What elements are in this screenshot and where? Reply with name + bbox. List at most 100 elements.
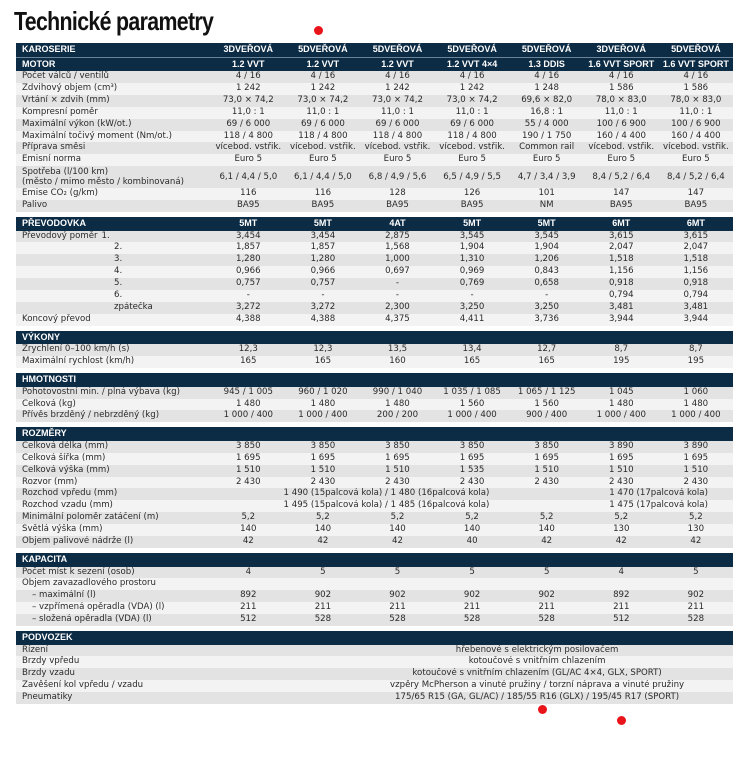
- cell-value: 1,206: [509, 254, 584, 267]
- cell-value: Euro 5: [211, 154, 286, 167]
- cell-value: 1 510: [509, 464, 584, 477]
- cell-value: 147: [583, 188, 659, 201]
- row-label: Celková výška (mm): [16, 464, 211, 477]
- cell-value: 211: [360, 602, 435, 615]
- section-header-value: [211, 373, 286, 387]
- cell-value: 3,615: [658, 230, 734, 243]
- cell-value: 1 510: [583, 464, 659, 477]
- cell-value: Euro 5: [509, 154, 584, 167]
- cell-value: vícebod. vstřik.: [360, 142, 435, 155]
- row-label: 4.: [16, 266, 211, 279]
- empty-cell: [434, 578, 510, 591]
- spec-row-consumption: Spotřeba (l/100 km) (město / mimo město /…: [16, 166, 734, 189]
- cell-value: vícebod. vstřik.: [211, 142, 286, 155]
- cell-value: 73,0 × 74,2: [360, 94, 435, 107]
- cell-value: Euro 5: [360, 154, 435, 167]
- section-header-value: [583, 330, 659, 345]
- cell-value: 5,2: [211, 512, 286, 525]
- section-header-value: 1.3 DDIS: [509, 57, 584, 71]
- cell-value: Euro 5: [583, 154, 659, 167]
- spec-row: Maximální točivý moment (Nm/ot.) 118 / 4 …: [16, 130, 734, 143]
- cell-value: 11,0 : 1: [360, 106, 435, 119]
- gear-number: 1.: [101, 230, 110, 241]
- cell-value: 42: [509, 536, 584, 548]
- cell-value: -: [509, 290, 584, 302]
- row-label: Celková délka (mm): [16, 440, 211, 453]
- cell-value: 512: [211, 614, 286, 627]
- cell-value: 3 890: [658, 440, 734, 453]
- cell-value: 40: [434, 536, 510, 548]
- cell-value: 1,857: [211, 242, 286, 255]
- cell-value: 0,794: [583, 290, 659, 302]
- section-header-label: HMOTNOSTI: [16, 373, 211, 387]
- track-width-row: Rozchod vzadu (mm) 1 495 (15palcová kola)…: [16, 500, 734, 513]
- chassis-value: hřebenové s elektrickým posilovačem: [211, 644, 734, 657]
- final-drive-row: Koncový převod 4,388 4,388 4,375 4,411 3,736 3…: [16, 313, 734, 326]
- cell-value: 4: [211, 566, 286, 579]
- cell-value: 3 850: [434, 440, 510, 453]
- cell-value: 118 / 4 800: [360, 130, 435, 143]
- cell-value: 69 / 6 000: [360, 118, 435, 131]
- cell-value: 165: [285, 356, 361, 369]
- cell-value: 2,047: [658, 242, 734, 255]
- cell-value: 1 510: [658, 464, 734, 477]
- cell-value: 140: [285, 524, 361, 537]
- cell-value: 892: [583, 590, 659, 603]
- gear-ratio-label: Převodový poměr: [22, 230, 98, 241]
- cell-value: 1,280: [211, 254, 286, 267]
- track-width-value: 1 490 (15palcová kola) / 1 480 (16palcov…: [211, 488, 510, 501]
- cell-value: 12,7: [509, 344, 584, 357]
- chassis-row: Zavěšení kol vpředu / vzadu vzpěry McPher…: [16, 680, 734, 693]
- section-header-label: MOTOR: [16, 57, 211, 71]
- luggage-row: – vzpřímená opěradla (VDA) (l) 211 211 211 2…: [16, 602, 734, 615]
- spec-row: Maximální výkon (kW/ot.) 69 / 6 000 69 / 6…: [16, 118, 734, 131]
- chassis-value: 175/65 R15 (GA, GL/AC) / 185/55 R16 (GLX…: [211, 692, 734, 705]
- cell-value: 2 430: [658, 476, 734, 489]
- row-label: Emise CO₂ (g/km): [16, 188, 211, 201]
- cell-value: 0,794: [658, 290, 734, 302]
- section-header-value: [360, 373, 435, 387]
- gear-ratio-row: 6. - - - - -0,794 0,794: [16, 290, 734, 302]
- cell-value: 118 / 4 800: [285, 130, 361, 143]
- dimension-row: Celková šířka (mm) 1 695 1 695 1 695 1 695 1 …: [16, 452, 734, 465]
- section-header-value: [285, 631, 361, 645]
- chassis-row: Brzdy vzadu kotoučové s vnitřním chlazení…: [16, 668, 734, 681]
- row-label: Objem zavazadlového prostoru: [16, 578, 211, 591]
- row-label: Pohotovostní min. / plná výbava (kg): [16, 386, 211, 399]
- cell-value: 5: [360, 566, 435, 579]
- cell-value: 1 695: [434, 452, 510, 465]
- cell-value: 69 / 6 000: [211, 118, 286, 131]
- spec-row: Počet válců / ventilů 4 / 16 4 / 16 4 / 16 4…: [16, 71, 734, 83]
- cell-value: 78,0 × 83,0: [658, 94, 734, 107]
- cell-value: 100 / 6 900: [658, 118, 734, 131]
- cell-value: 165: [434, 356, 510, 369]
- section-header-label: PŘEVODOVKA: [16, 217, 211, 231]
- performance-row: Zrychlení 0–100 km/h (s) 12,3 12,3 13,5 13,4…: [16, 344, 734, 357]
- row-label: 2.: [16, 242, 211, 255]
- cell-value: 4,388: [285, 313, 361, 326]
- cell-value: 3 850: [211, 440, 286, 453]
- cell-value: 902: [509, 590, 584, 603]
- cell-value: 1,156: [583, 266, 659, 279]
- cell-value: 1,568: [360, 242, 435, 255]
- cell-value: 55 / 4 000: [509, 118, 584, 131]
- cell-value: 160: [360, 356, 435, 369]
- annotation-dot-rear-brakes: [617, 716, 626, 725]
- cell-value: 140: [434, 524, 510, 537]
- cell-value: BA95: [285, 200, 361, 213]
- cell-value: 960 / 1 020: [285, 386, 361, 399]
- track-width-row: Rozchod vpředu (mm) 1 490 (15palcová kola…: [16, 488, 734, 501]
- section-header-value: [509, 553, 584, 567]
- gear-number: 4.: [114, 266, 123, 277]
- row-label: Palivo: [16, 200, 211, 213]
- cell-value: 118 / 4 800: [434, 130, 510, 143]
- section-header-value: 1.2 VVT: [360, 57, 435, 71]
- row-label: Rozchod vpředu (mm): [16, 488, 211, 501]
- row-label: Počet válců / ventilů: [16, 71, 211, 83]
- cell-value: 11,0 : 1: [658, 106, 734, 119]
- cell-value: 0,918: [583, 278, 659, 291]
- spec-row: Emise CO₂ (g/km) 116 116 128 126 101 147 147: [16, 188, 734, 201]
- empty-cell: [509, 578, 584, 591]
- cell-value: 69,6 × 82,0: [509, 94, 584, 107]
